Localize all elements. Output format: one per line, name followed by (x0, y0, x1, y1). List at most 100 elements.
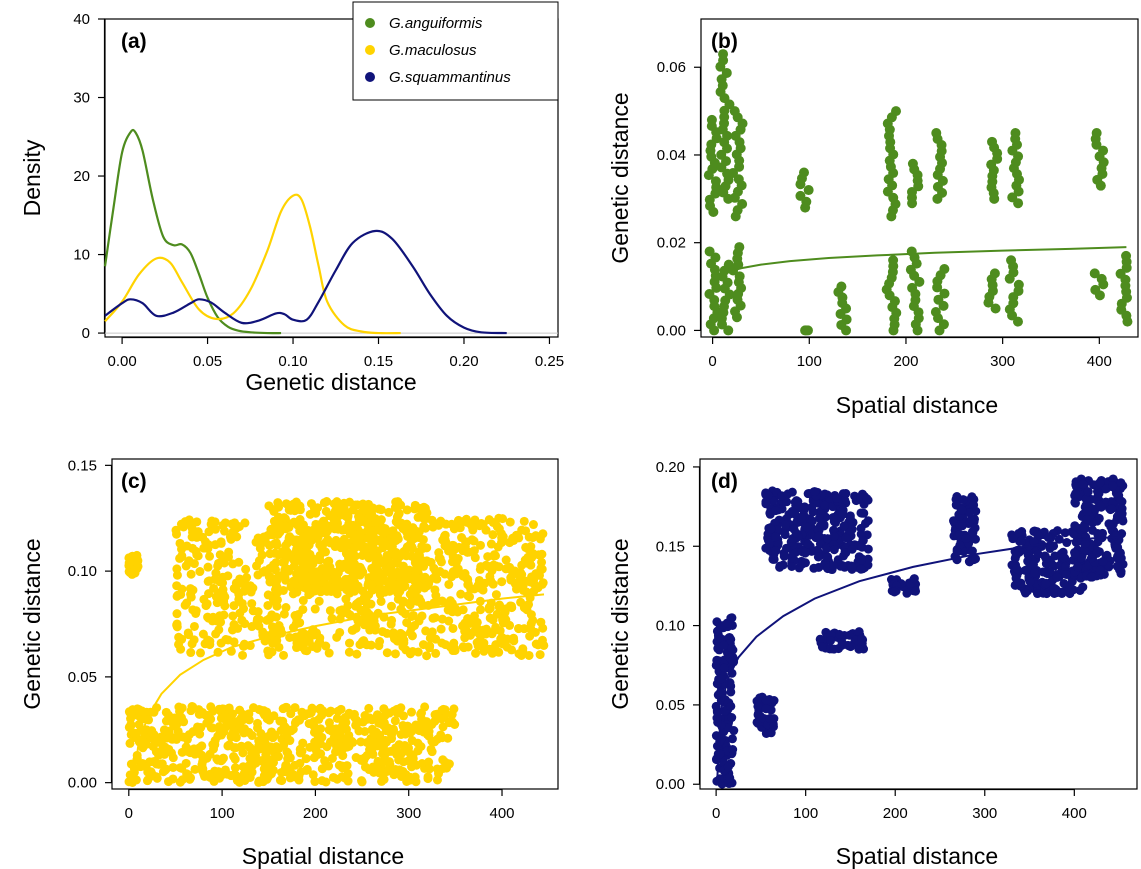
data-point (347, 625, 357, 635)
data-point (1038, 567, 1048, 577)
data-point (406, 707, 416, 717)
data-point (295, 515, 305, 525)
data-point (1060, 528, 1070, 538)
data-point (469, 546, 479, 556)
data-point (219, 597, 229, 607)
data-point (524, 650, 534, 660)
data-point (414, 616, 424, 626)
data-point (534, 570, 544, 580)
data-point (783, 489, 793, 499)
data-point (449, 704, 459, 714)
data-point (182, 734, 192, 744)
data-point (460, 633, 470, 643)
data-point (192, 517, 202, 527)
data-point (420, 503, 430, 513)
data-point (727, 656, 737, 666)
data-point (223, 741, 233, 751)
data-point (168, 762, 178, 772)
data-point (1041, 579, 1051, 589)
data-point (317, 563, 327, 573)
data-point (704, 288, 715, 299)
data-point (188, 702, 198, 712)
panel-d-xlabel: Spatial distance (836, 843, 998, 869)
panel-c-ylabel: Genetic distance (19, 538, 45, 709)
data-point (417, 541, 427, 551)
data-point (255, 543, 265, 553)
data-point (1104, 519, 1114, 529)
data-point (308, 770, 318, 780)
data-point (845, 630, 855, 640)
data-point (373, 756, 383, 766)
y-tick-label: 0.02 (657, 235, 686, 252)
data-point (526, 560, 536, 570)
data-point (476, 605, 486, 615)
data-point (437, 705, 447, 715)
data-point (163, 710, 173, 720)
data-point (240, 769, 250, 779)
data-point (1081, 494, 1091, 504)
data-point (1116, 478, 1126, 488)
data-point (1070, 549, 1080, 559)
panel-d-axes: 0 100 200 300 400 0.00 0.05 0.10 0.15 0.20 (656, 459, 1087, 822)
panel-b-fit-line (713, 246, 1127, 280)
data-point (902, 588, 912, 598)
data-point (231, 743, 241, 753)
data-point (216, 730, 226, 740)
data-point (734, 271, 745, 282)
data-point (374, 567, 384, 577)
data-point (281, 603, 291, 613)
data-point (495, 626, 505, 636)
data-point (813, 552, 823, 562)
data-point (830, 531, 840, 541)
data-point (832, 493, 842, 503)
data-point (365, 745, 375, 755)
y-tick-label: 0.06 (657, 59, 686, 76)
data-point (182, 746, 192, 756)
data-point (266, 525, 276, 535)
data-point (475, 583, 485, 593)
data-point (418, 640, 428, 650)
data-point (858, 535, 868, 545)
legend-marker-maculosus (365, 45, 375, 55)
data-point (488, 517, 498, 527)
data-point (263, 600, 273, 610)
data-point (310, 737, 320, 747)
data-point (843, 640, 853, 650)
data-point (1079, 523, 1089, 533)
data-point (188, 605, 198, 615)
data-point (284, 566, 294, 576)
data-point (360, 548, 370, 558)
data-point (1045, 567, 1055, 577)
data-point (134, 706, 144, 716)
data-point (205, 749, 215, 759)
data-point (823, 552, 833, 562)
data-point (328, 772, 338, 782)
data-point (378, 769, 388, 779)
data-point (367, 724, 377, 734)
data-point (780, 520, 790, 530)
data-point (126, 720, 136, 730)
data-point (1043, 533, 1053, 543)
data-point (1011, 550, 1021, 560)
data-point (951, 500, 961, 510)
panel-a-letter: (a) (121, 30, 147, 53)
data-point (211, 629, 221, 639)
data-point (301, 754, 311, 764)
data-point (1082, 506, 1092, 516)
data-point (186, 592, 196, 602)
data-point (341, 580, 351, 590)
data-point (321, 537, 331, 547)
data-point (378, 528, 388, 538)
data-point (182, 541, 192, 551)
data-point (1107, 504, 1117, 514)
data-point (475, 521, 485, 531)
data-point (231, 585, 241, 595)
data-point (436, 624, 446, 634)
data-point (298, 738, 308, 748)
data-point (345, 610, 355, 620)
data-point (375, 637, 385, 647)
data-point (177, 763, 187, 773)
data-point (392, 708, 402, 718)
data-point (807, 502, 817, 512)
data-point (727, 734, 737, 744)
